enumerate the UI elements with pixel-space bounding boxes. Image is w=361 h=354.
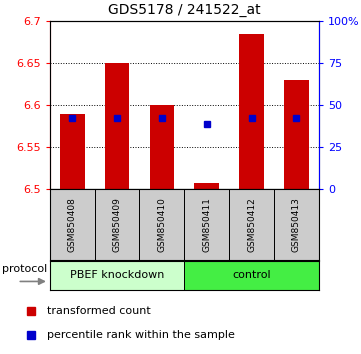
Title: GDS5178 / 241522_at: GDS5178 / 241522_at [108,4,261,17]
Bar [50,261,184,290]
Bar [184,261,319,290]
Bar [139,189,184,260]
Bar [149,105,174,189]
Text: GSM850412: GSM850412 [247,198,256,252]
Text: GSM850408: GSM850408 [68,197,77,252]
Bar [239,34,264,189]
Bar [50,189,95,260]
Text: PBEF knockdown: PBEF knockdown [70,270,164,280]
Text: GSM850413: GSM850413 [292,197,301,252]
Text: protocol: protocol [3,264,48,274]
Bar [284,80,309,189]
Bar [95,189,139,260]
Bar [194,183,219,189]
Text: percentile rank within the sample: percentile rank within the sample [47,330,235,339]
Bar [229,189,274,260]
Bar [274,189,319,260]
Bar [184,189,229,260]
Text: transformed count: transformed count [47,306,151,316]
Text: control: control [232,270,271,280]
Text: GSM850410: GSM850410 [157,197,166,252]
Bar [105,63,129,189]
Text: GSM850409: GSM850409 [113,197,122,252]
Text: GSM850411: GSM850411 [202,197,211,252]
Bar [60,114,84,189]
